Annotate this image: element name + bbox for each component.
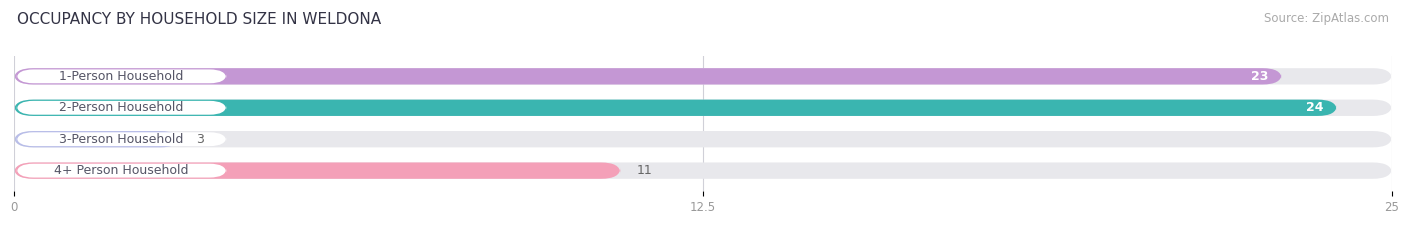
Text: 11: 11 [637,164,652,177]
Text: 23: 23 [1250,70,1268,83]
FancyBboxPatch shape [14,162,620,179]
FancyBboxPatch shape [14,68,1392,85]
FancyBboxPatch shape [14,131,1392,147]
Text: OCCUPANCY BY HOUSEHOLD SIZE IN WELDONA: OCCUPANCY BY HOUSEHOLD SIZE IN WELDONA [17,12,381,27]
Text: 24: 24 [1306,101,1323,114]
FancyBboxPatch shape [14,162,1392,179]
Text: 3-Person Household: 3-Person Household [59,133,184,146]
FancyBboxPatch shape [14,99,1337,116]
FancyBboxPatch shape [17,69,226,83]
FancyBboxPatch shape [17,164,226,178]
Text: 3: 3 [195,133,204,146]
Text: 1-Person Household: 1-Person Household [59,70,184,83]
FancyBboxPatch shape [14,131,180,147]
Text: 2-Person Household: 2-Person Household [59,101,184,114]
FancyBboxPatch shape [14,99,1392,116]
FancyBboxPatch shape [17,132,226,146]
Text: Source: ZipAtlas.com: Source: ZipAtlas.com [1264,12,1389,25]
Text: 4+ Person Household: 4+ Person Household [55,164,188,177]
FancyBboxPatch shape [14,68,1282,85]
FancyBboxPatch shape [17,101,226,115]
